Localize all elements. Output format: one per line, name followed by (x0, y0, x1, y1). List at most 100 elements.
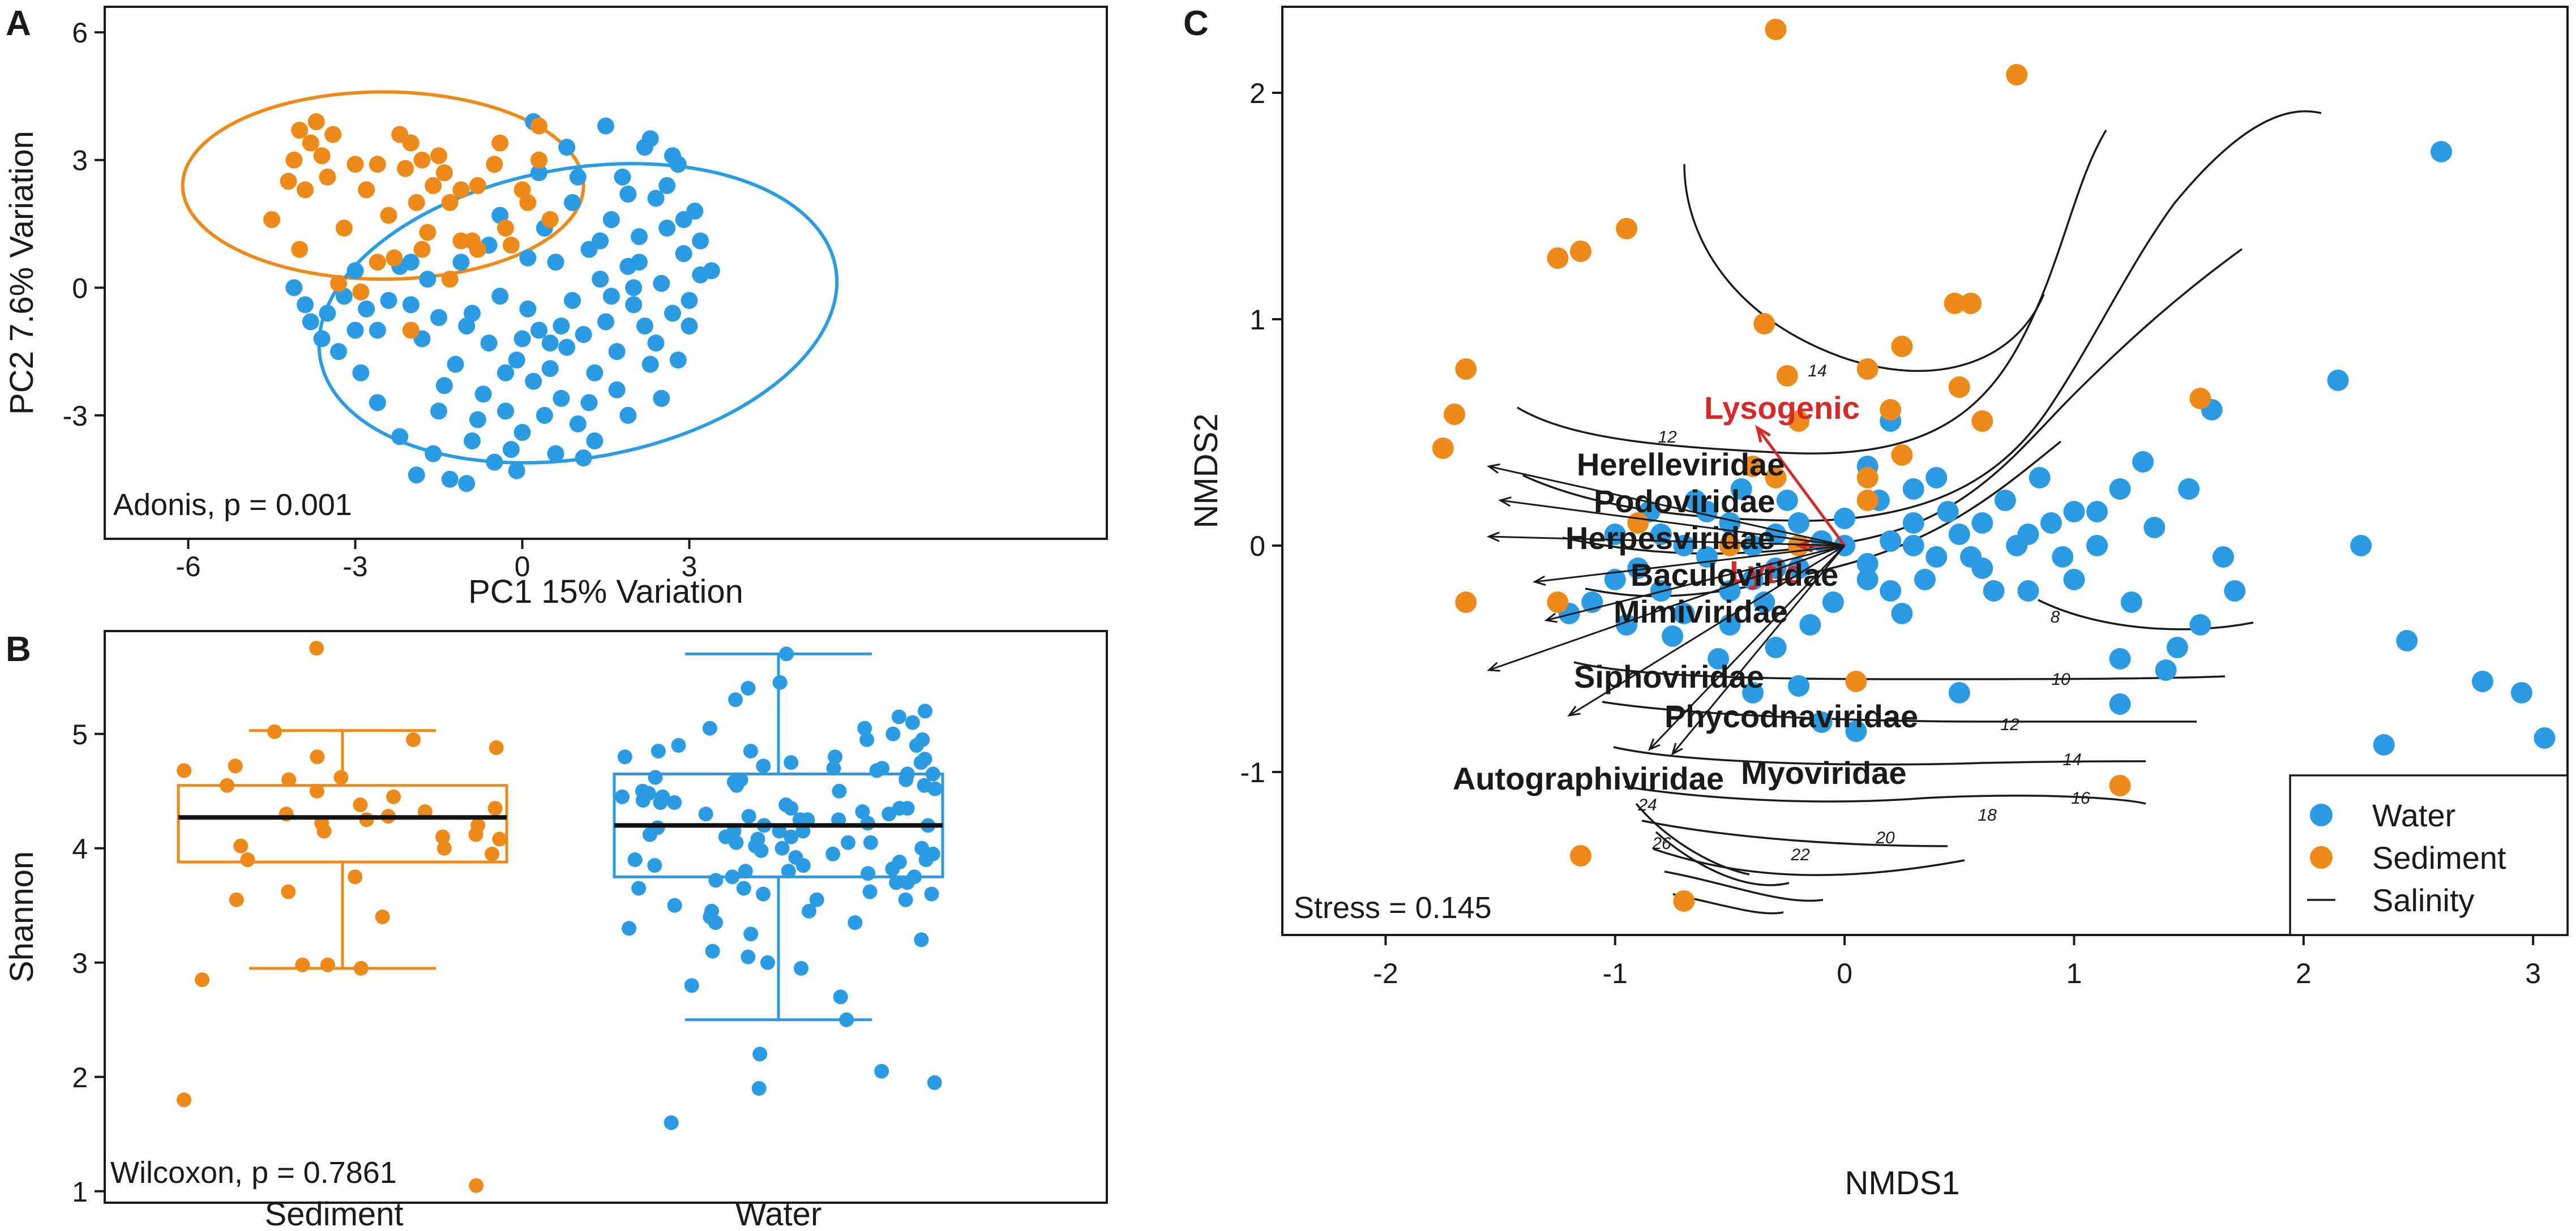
point-water (597, 313, 614, 331)
salinity-contour (1573, 661, 2226, 680)
point-water (651, 744, 666, 759)
point-sediment (413, 151, 431, 169)
point-water (441, 470, 459, 488)
vector-label-phycodnaviridae: Phycodnaviridae (1664, 698, 1918, 734)
point-water (2029, 467, 2051, 488)
point-water (2109, 478, 2131, 500)
point-water (705, 943, 720, 959)
point-water (801, 903, 816, 919)
point-water (1856, 569, 1878, 590)
salinity-contour (1641, 820, 1948, 847)
point-sediment (280, 173, 297, 190)
point-water (1902, 512, 1924, 534)
vector-arrowhead (1487, 463, 1500, 474)
point-water (592, 232, 609, 250)
point-water (369, 394, 386, 411)
point-water (781, 864, 796, 879)
panel-b-plot-frame (104, 630, 1108, 1204)
point-water (2109, 693, 2131, 715)
vector-label-herpesviridae: Herpesviridae (1565, 520, 1775, 556)
point-water (636, 318, 653, 334)
point-water (586, 364, 604, 381)
point-water (564, 291, 581, 309)
point-water (625, 279, 643, 297)
point-sediment (307, 113, 325, 131)
point-water (2178, 478, 2200, 500)
point-sediment (1891, 336, 1913, 357)
point-sediment (353, 797, 368, 813)
point-sediment (502, 237, 520, 254)
point-water (474, 385, 492, 403)
point-water (641, 355, 659, 373)
point-water (614, 168, 631, 186)
point-water (2430, 141, 2453, 162)
point-water (891, 709, 906, 724)
point-water (2472, 671, 2494, 692)
point-water (1845, 720, 1867, 742)
point-water (738, 864, 753, 879)
point-water (631, 254, 648, 271)
point-water (733, 772, 748, 787)
point-sediment (220, 778, 235, 793)
point-sediment (1616, 218, 1638, 239)
point-sediment (295, 957, 310, 972)
point-water (553, 389, 570, 407)
point-sediment (435, 164, 453, 182)
y-tick-label: -1 (1240, 757, 1265, 788)
point-water (313, 330, 331, 348)
point-sediment (485, 846, 500, 861)
point-water (430, 308, 447, 326)
point-sediment (441, 271, 459, 288)
point-water (302, 313, 319, 331)
point-water (1971, 512, 1993, 534)
point-sediment (469, 1178, 484, 1193)
point-sediment (1856, 358, 1878, 380)
point-sediment (229, 892, 244, 907)
point-sediment (413, 241, 431, 258)
point-sediment (1880, 399, 1902, 421)
legend-box (2289, 774, 2569, 936)
point-water (592, 271, 609, 288)
point-water (1925, 546, 1948, 568)
point-water (285, 279, 303, 297)
point-water (743, 927, 759, 942)
point-water (756, 886, 771, 902)
point-water (885, 726, 901, 741)
point-water (469, 411, 486, 428)
x-tick-label: 0 (1837, 958, 1852, 989)
point-water (2006, 535, 2028, 556)
point-sediment (291, 241, 309, 258)
point-water (614, 789, 630, 804)
point-sediment (1673, 890, 1695, 912)
point-sediment (291, 122, 309, 139)
y-tick-label: 0 (72, 272, 88, 304)
point-water (900, 875, 915, 890)
point-sediment (514, 181, 531, 199)
x-tick-label: 0 (515, 551, 530, 582)
y-tick-label: 3 (72, 145, 88, 177)
point-sediment (320, 957, 335, 972)
point-sediment (2006, 64, 2028, 85)
point-water (825, 846, 841, 861)
point-water (863, 835, 878, 850)
point-sediment (1547, 247, 1569, 269)
point-water (558, 338, 576, 356)
point-water (569, 415, 587, 432)
point-water (756, 758, 771, 774)
panel-b-x-tick-sediment: Sediment (264, 1196, 403, 1231)
y-tick-label: 4 (72, 833, 88, 865)
point-water (541, 334, 559, 352)
salinity-contour (2038, 599, 2254, 630)
point-water (530, 164, 547, 182)
point-water (826, 761, 841, 776)
point-sediment (369, 156, 386, 173)
point-sediment (358, 181, 375, 199)
point-sediment (402, 321, 420, 339)
vector-siphoviridae (1488, 544, 1845, 671)
point-sediment (369, 254, 386, 271)
point-water (774, 840, 790, 856)
point-water (1765, 557, 1787, 579)
point-sediment (313, 147, 331, 165)
point-water (702, 720, 717, 736)
point-sediment (335, 220, 353, 237)
